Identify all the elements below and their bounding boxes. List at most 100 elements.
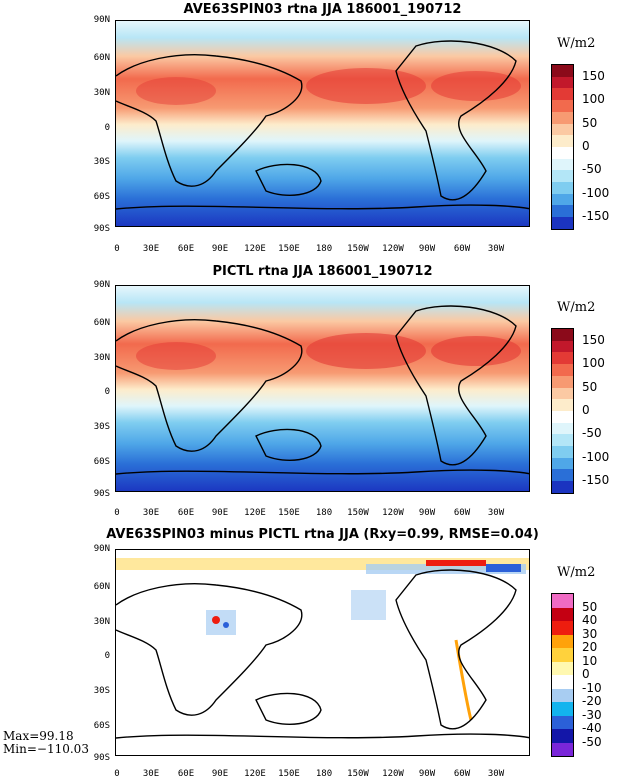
colorbar-segment <box>552 434 573 447</box>
colorbar-segment <box>552 364 573 376</box>
lat-label: 90N <box>93 15 110 25</box>
lat-label: 30S <box>93 157 110 167</box>
lon-label: 60E <box>177 508 195 518</box>
colorbar-label: 100 <box>582 92 605 107</box>
colorbar-segment <box>552 375 573 388</box>
colorbar-segment <box>552 469 573 482</box>
lon-label: 120W <box>382 508 404 518</box>
colorbar-segment <box>552 111 573 124</box>
lat-label: 0 <box>104 651 110 661</box>
colorbar-segment <box>552 76 573 89</box>
colorbar-segment <box>552 170 573 183</box>
colorbar-segment <box>552 217 573 229</box>
colorbar-segment <box>552 457 573 470</box>
colorbar-label: 10 <box>582 653 598 668</box>
colorbar-segment <box>552 205 573 218</box>
colorbar-segment <box>552 481 573 493</box>
lon-label: 60W <box>453 508 471 518</box>
lon-label: 180 <box>315 244 333 254</box>
colorbar-label: 50 <box>582 115 598 130</box>
lat-label: 90S <box>93 224 110 234</box>
colorbar-label: -50 <box>582 162 602 177</box>
lon-label: 150W <box>347 244 369 254</box>
colorbar-label: 20 <box>582 640 598 654</box>
colorbar-label: 40 <box>582 613 598 627</box>
colorbar-segment <box>552 146 573 159</box>
lat-label: 60S <box>93 192 110 202</box>
lon-label: 30W <box>487 508 505 518</box>
colorbar-segment <box>552 158 573 171</box>
map-field-ave63spin03 <box>115 20 530 227</box>
lon-label: 150E <box>278 508 300 518</box>
units-label: W/m2 <box>557 300 596 315</box>
coastlines <box>116 569 529 739</box>
map-field-pictl <box>115 285 530 492</box>
colorbar-segment <box>552 329 573 341</box>
lon-label: 120W <box>382 769 404 779</box>
colorbar-segment <box>552 100 573 112</box>
units-label: W/m2 <box>557 565 596 580</box>
lat-label: 90N <box>93 544 110 554</box>
panel-title: PICTL rtna JJA 186001_190712 <box>212 264 433 279</box>
lat-label: 90S <box>93 753 110 763</box>
colorbar-segment <box>552 135 573 147</box>
colorbar-segment <box>552 422 573 435</box>
colorbar-segment <box>552 193 573 206</box>
lat-label: 0 <box>104 387 110 397</box>
map-svg <box>116 550 529 755</box>
lon-label: 150E <box>278 769 300 779</box>
colorbar-segment <box>552 387 573 400</box>
lat-label: 30N <box>93 617 110 627</box>
colorbar-segment <box>552 729 573 743</box>
lon-label: 120E <box>244 508 266 518</box>
lat-label: 90N <box>93 280 110 290</box>
colorbar-label: -20 <box>582 694 602 708</box>
colorbar-label: -30 <box>582 707 602 722</box>
lon-label: 120W <box>382 244 404 254</box>
colorbar-segment <box>552 715 573 729</box>
colorbar-label: 50 <box>582 599 598 614</box>
colorbar-segment <box>552 410 573 423</box>
lon-label: 60W <box>453 244 471 254</box>
colorbar-label: 0 <box>582 139 590 153</box>
colorbar-segment <box>552 607 573 621</box>
colorbar <box>551 328 574 494</box>
lat-label: 60S <box>93 457 110 467</box>
colorbar-label: 0 <box>582 403 590 417</box>
stats-max: Max=99.18 <box>3 729 74 743</box>
colorbar <box>551 64 574 230</box>
lon-label: 60E <box>177 244 195 254</box>
colorbar-label: 100 <box>582 356 605 371</box>
colorbar-segment <box>552 648 573 662</box>
colorbar-segment <box>552 621 573 635</box>
colorbar-segment <box>552 594 573 608</box>
map-field-difference <box>115 549 530 756</box>
colorbar-segment <box>552 182 573 194</box>
panel-title: AVE63SPIN03 rtna JJA 186001_190712 <box>183 2 462 17</box>
colorbar-label: -100 <box>582 185 610 200</box>
colorbar-label: -150 <box>582 209 610 224</box>
lon-label: 30E <box>142 769 160 779</box>
lon-label: 0 <box>114 769 120 779</box>
colorbar-label: -100 <box>582 449 610 464</box>
colorbar-label: -40 <box>582 721 602 735</box>
colorbar-segment <box>552 675 573 689</box>
lat-label: 0 <box>104 123 110 133</box>
colorbar-label: 50 <box>582 379 598 394</box>
lon-label: 120E <box>244 244 266 254</box>
colorbar-segment <box>552 634 573 648</box>
lon-label: 150E <box>278 244 300 254</box>
colorbar-label: -50 <box>582 426 602 441</box>
colorbar-segment <box>552 702 573 716</box>
colorbar-label: 30 <box>582 626 598 641</box>
colorbar-label: 150 <box>582 332 605 347</box>
colorbar-label: -50 <box>582 734 602 749</box>
lon-label: 180 <box>315 508 333 518</box>
units-label: W/m2 <box>557 36 596 51</box>
lon-label: 30E <box>142 508 160 518</box>
lon-label: 90E <box>211 244 229 254</box>
lon-label: 120E <box>244 769 266 779</box>
lon-label: 150W <box>347 508 369 518</box>
lon-label: 150W <box>347 769 369 779</box>
colorbar-segment <box>552 352 573 365</box>
